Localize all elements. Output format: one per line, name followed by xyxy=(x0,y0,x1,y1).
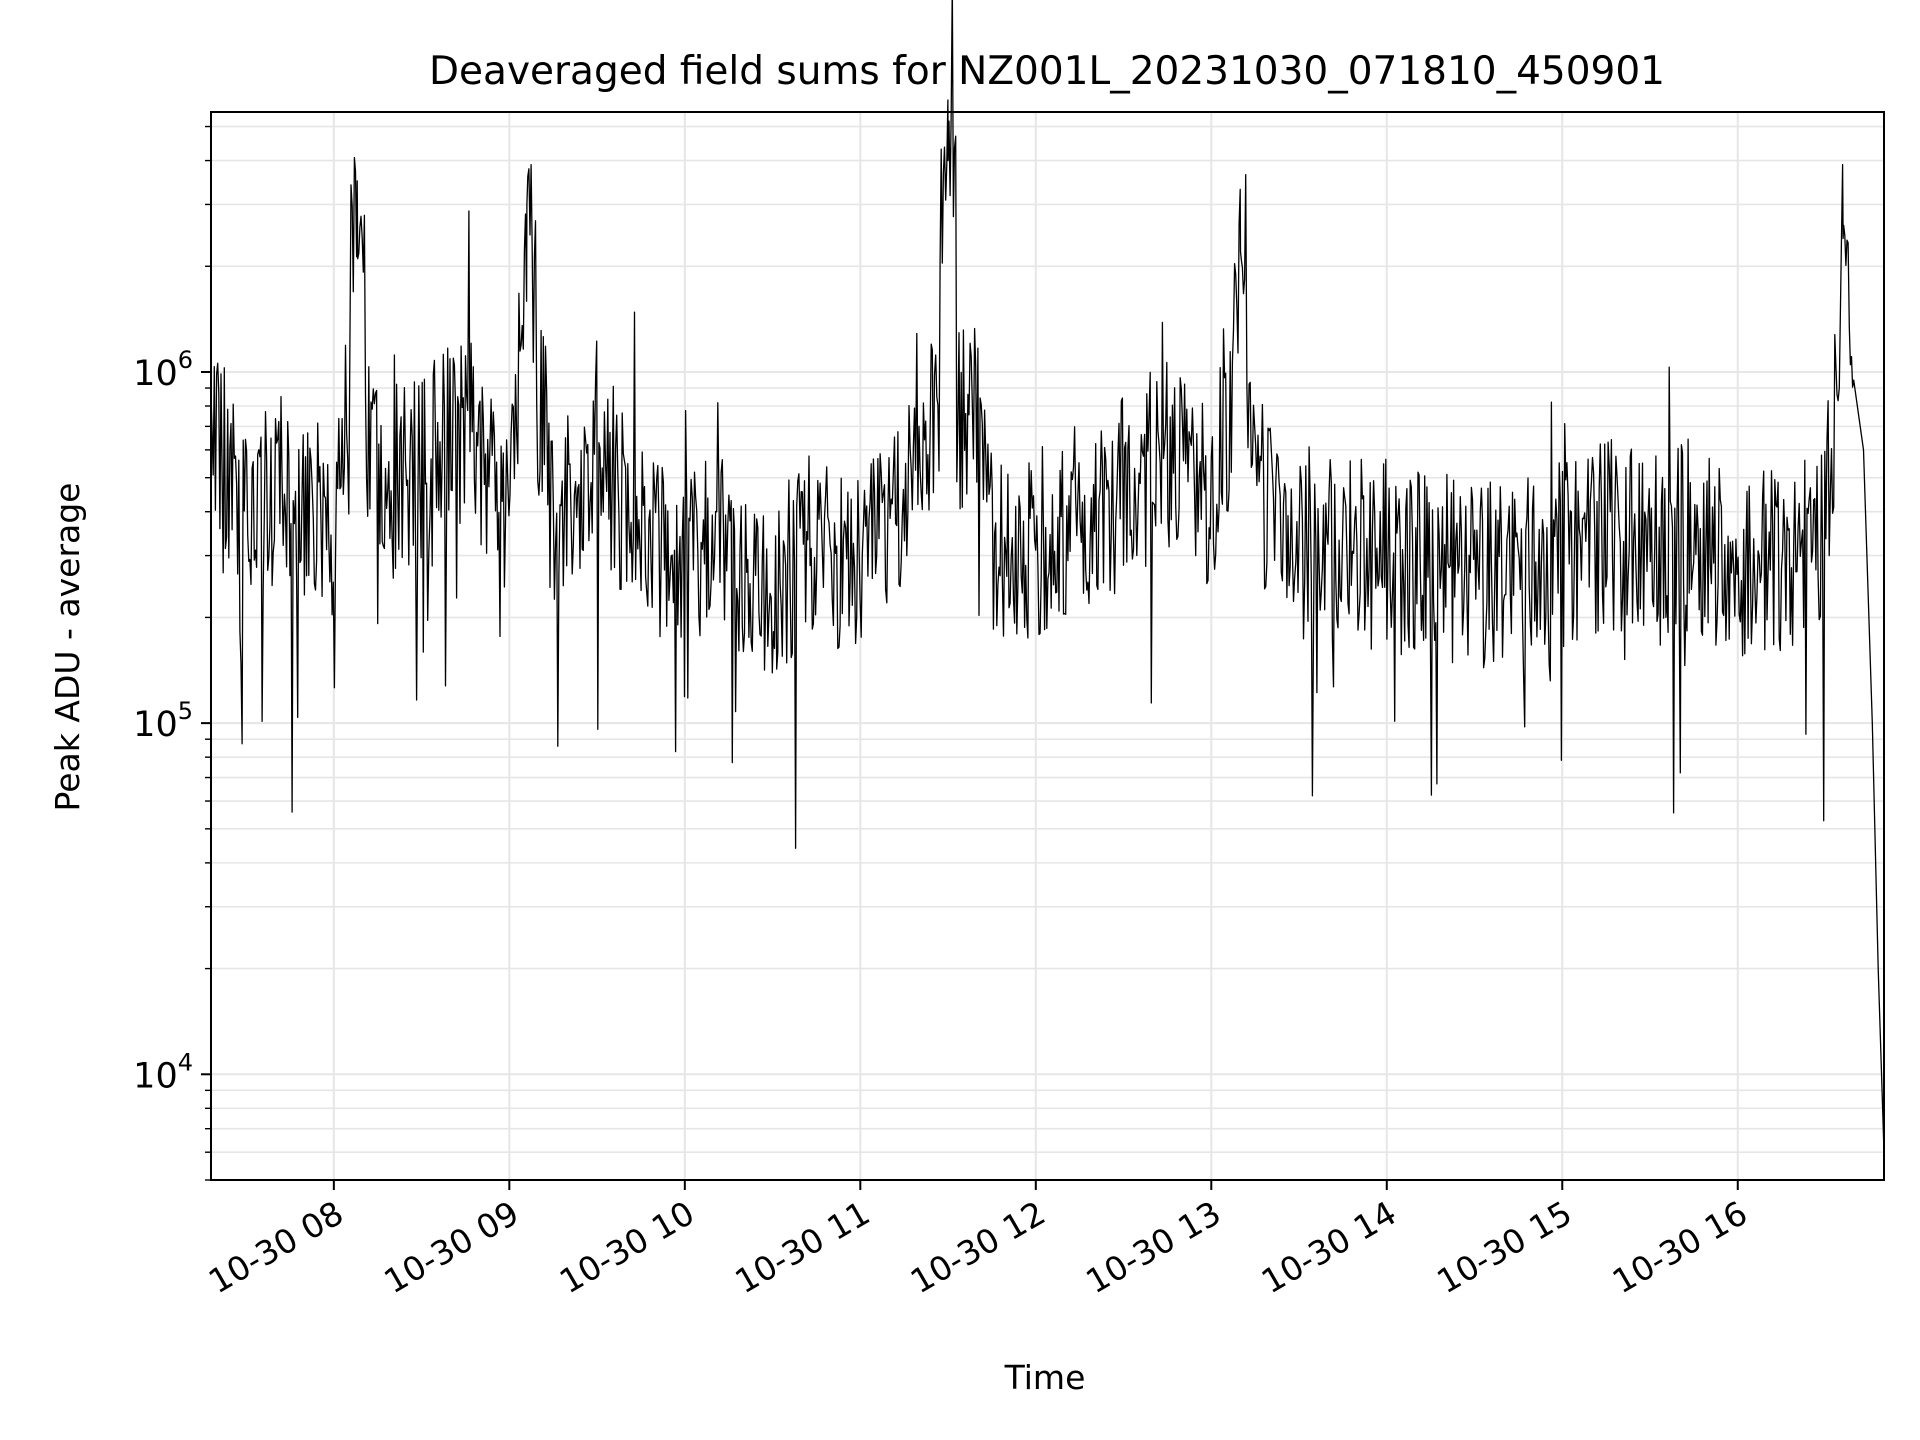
y-tick-label: 105 xyxy=(133,697,193,745)
x-axis-label: Time xyxy=(1004,1358,1086,1397)
plot-frame xyxy=(210,111,1885,1181)
data-series xyxy=(210,0,1885,1153)
series-line xyxy=(210,0,1885,1153)
y-tick-label: 106 xyxy=(133,346,193,394)
y-tick-label: 104 xyxy=(133,1048,193,1096)
y-axis-label: Peak ADU - average xyxy=(48,483,87,812)
y-axis: 104 105 106 xyxy=(133,125,211,1181)
chart-title: Deaveraged field sums for NZ001L_2023103… xyxy=(429,49,1665,94)
